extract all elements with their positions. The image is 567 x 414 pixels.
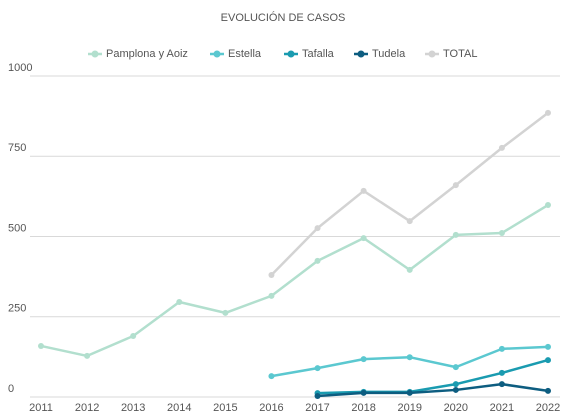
x-tick-label: 2019 bbox=[397, 402, 421, 414]
legend-marker bbox=[213, 50, 221, 58]
data-point bbox=[545, 109, 551, 116]
series-line bbox=[40, 203, 549, 358]
legend-label: Tafalla bbox=[302, 48, 335, 60]
data-point bbox=[406, 266, 413, 273]
data-point bbox=[498, 144, 505, 151]
y-tick-label: 1000 bbox=[8, 62, 32, 74]
data-point bbox=[314, 257, 321, 264]
chart-title: EVOLUCIÓN DE CASOS bbox=[221, 11, 346, 24]
data-point bbox=[545, 387, 551, 394]
y-tick-label: 0 bbox=[8, 383, 14, 395]
x-tick-label: 2020 bbox=[444, 402, 468, 414]
legend-label: Estella bbox=[228, 48, 262, 60]
data-point bbox=[38, 342, 44, 349]
data-point bbox=[498, 229, 505, 236]
data-point bbox=[452, 364, 459, 371]
data-point bbox=[360, 235, 367, 242]
data-point bbox=[314, 393, 321, 400]
series-line bbox=[270, 111, 549, 276]
data-point bbox=[406, 218, 413, 225]
data-point bbox=[360, 356, 367, 363]
x-tick-label: 2021 bbox=[490, 402, 514, 414]
data-point bbox=[130, 333, 137, 340]
legend-marker bbox=[287, 50, 295, 58]
data-point bbox=[268, 373, 275, 380]
data-point bbox=[176, 298, 183, 305]
data-point bbox=[452, 182, 459, 189]
data-point bbox=[498, 369, 505, 376]
data-point bbox=[498, 345, 505, 352]
data-point bbox=[406, 354, 413, 361]
data-point bbox=[268, 272, 275, 279]
x-tick-label: 2012 bbox=[75, 402, 99, 414]
data-point bbox=[222, 309, 229, 316]
data-point bbox=[498, 381, 505, 388]
series-line bbox=[317, 358, 549, 395]
legend-label: Pamplona y Aoiz bbox=[106, 48, 188, 60]
y-tick-label: 500 bbox=[8, 222, 26, 234]
x-tick-label: 2017 bbox=[305, 402, 329, 414]
data-point bbox=[406, 389, 413, 396]
y-tick-label: 250 bbox=[8, 303, 26, 315]
data-point bbox=[360, 389, 367, 396]
data-point bbox=[360, 187, 367, 194]
data-point bbox=[452, 381, 459, 388]
data-point bbox=[268, 292, 275, 299]
legend-marker bbox=[357, 50, 365, 58]
data-point bbox=[84, 352, 91, 359]
data-point bbox=[314, 365, 321, 372]
x-tick-label: 2013 bbox=[121, 402, 145, 414]
x-tick-label: 2016 bbox=[259, 402, 283, 414]
legend-marker bbox=[428, 50, 436, 58]
x-tick-label: 2018 bbox=[351, 402, 375, 414]
legend-marker bbox=[91, 50, 99, 58]
legend-label: TOTAL bbox=[443, 48, 477, 60]
x-tick-label: 2014 bbox=[167, 402, 191, 414]
y-tick-label: 750 bbox=[8, 142, 26, 154]
data-point bbox=[452, 386, 459, 393]
data-point bbox=[545, 202, 551, 209]
x-tick-label: 2022 bbox=[536, 402, 560, 414]
data-point bbox=[545, 343, 551, 350]
x-tick-label: 2011 bbox=[29, 402, 53, 414]
data-point bbox=[452, 231, 459, 238]
data-point bbox=[314, 225, 321, 232]
x-tick-label: 2015 bbox=[213, 402, 237, 414]
series-line bbox=[317, 382, 549, 398]
legend-label: Tudela bbox=[372, 48, 406, 60]
data-point bbox=[545, 357, 551, 364]
